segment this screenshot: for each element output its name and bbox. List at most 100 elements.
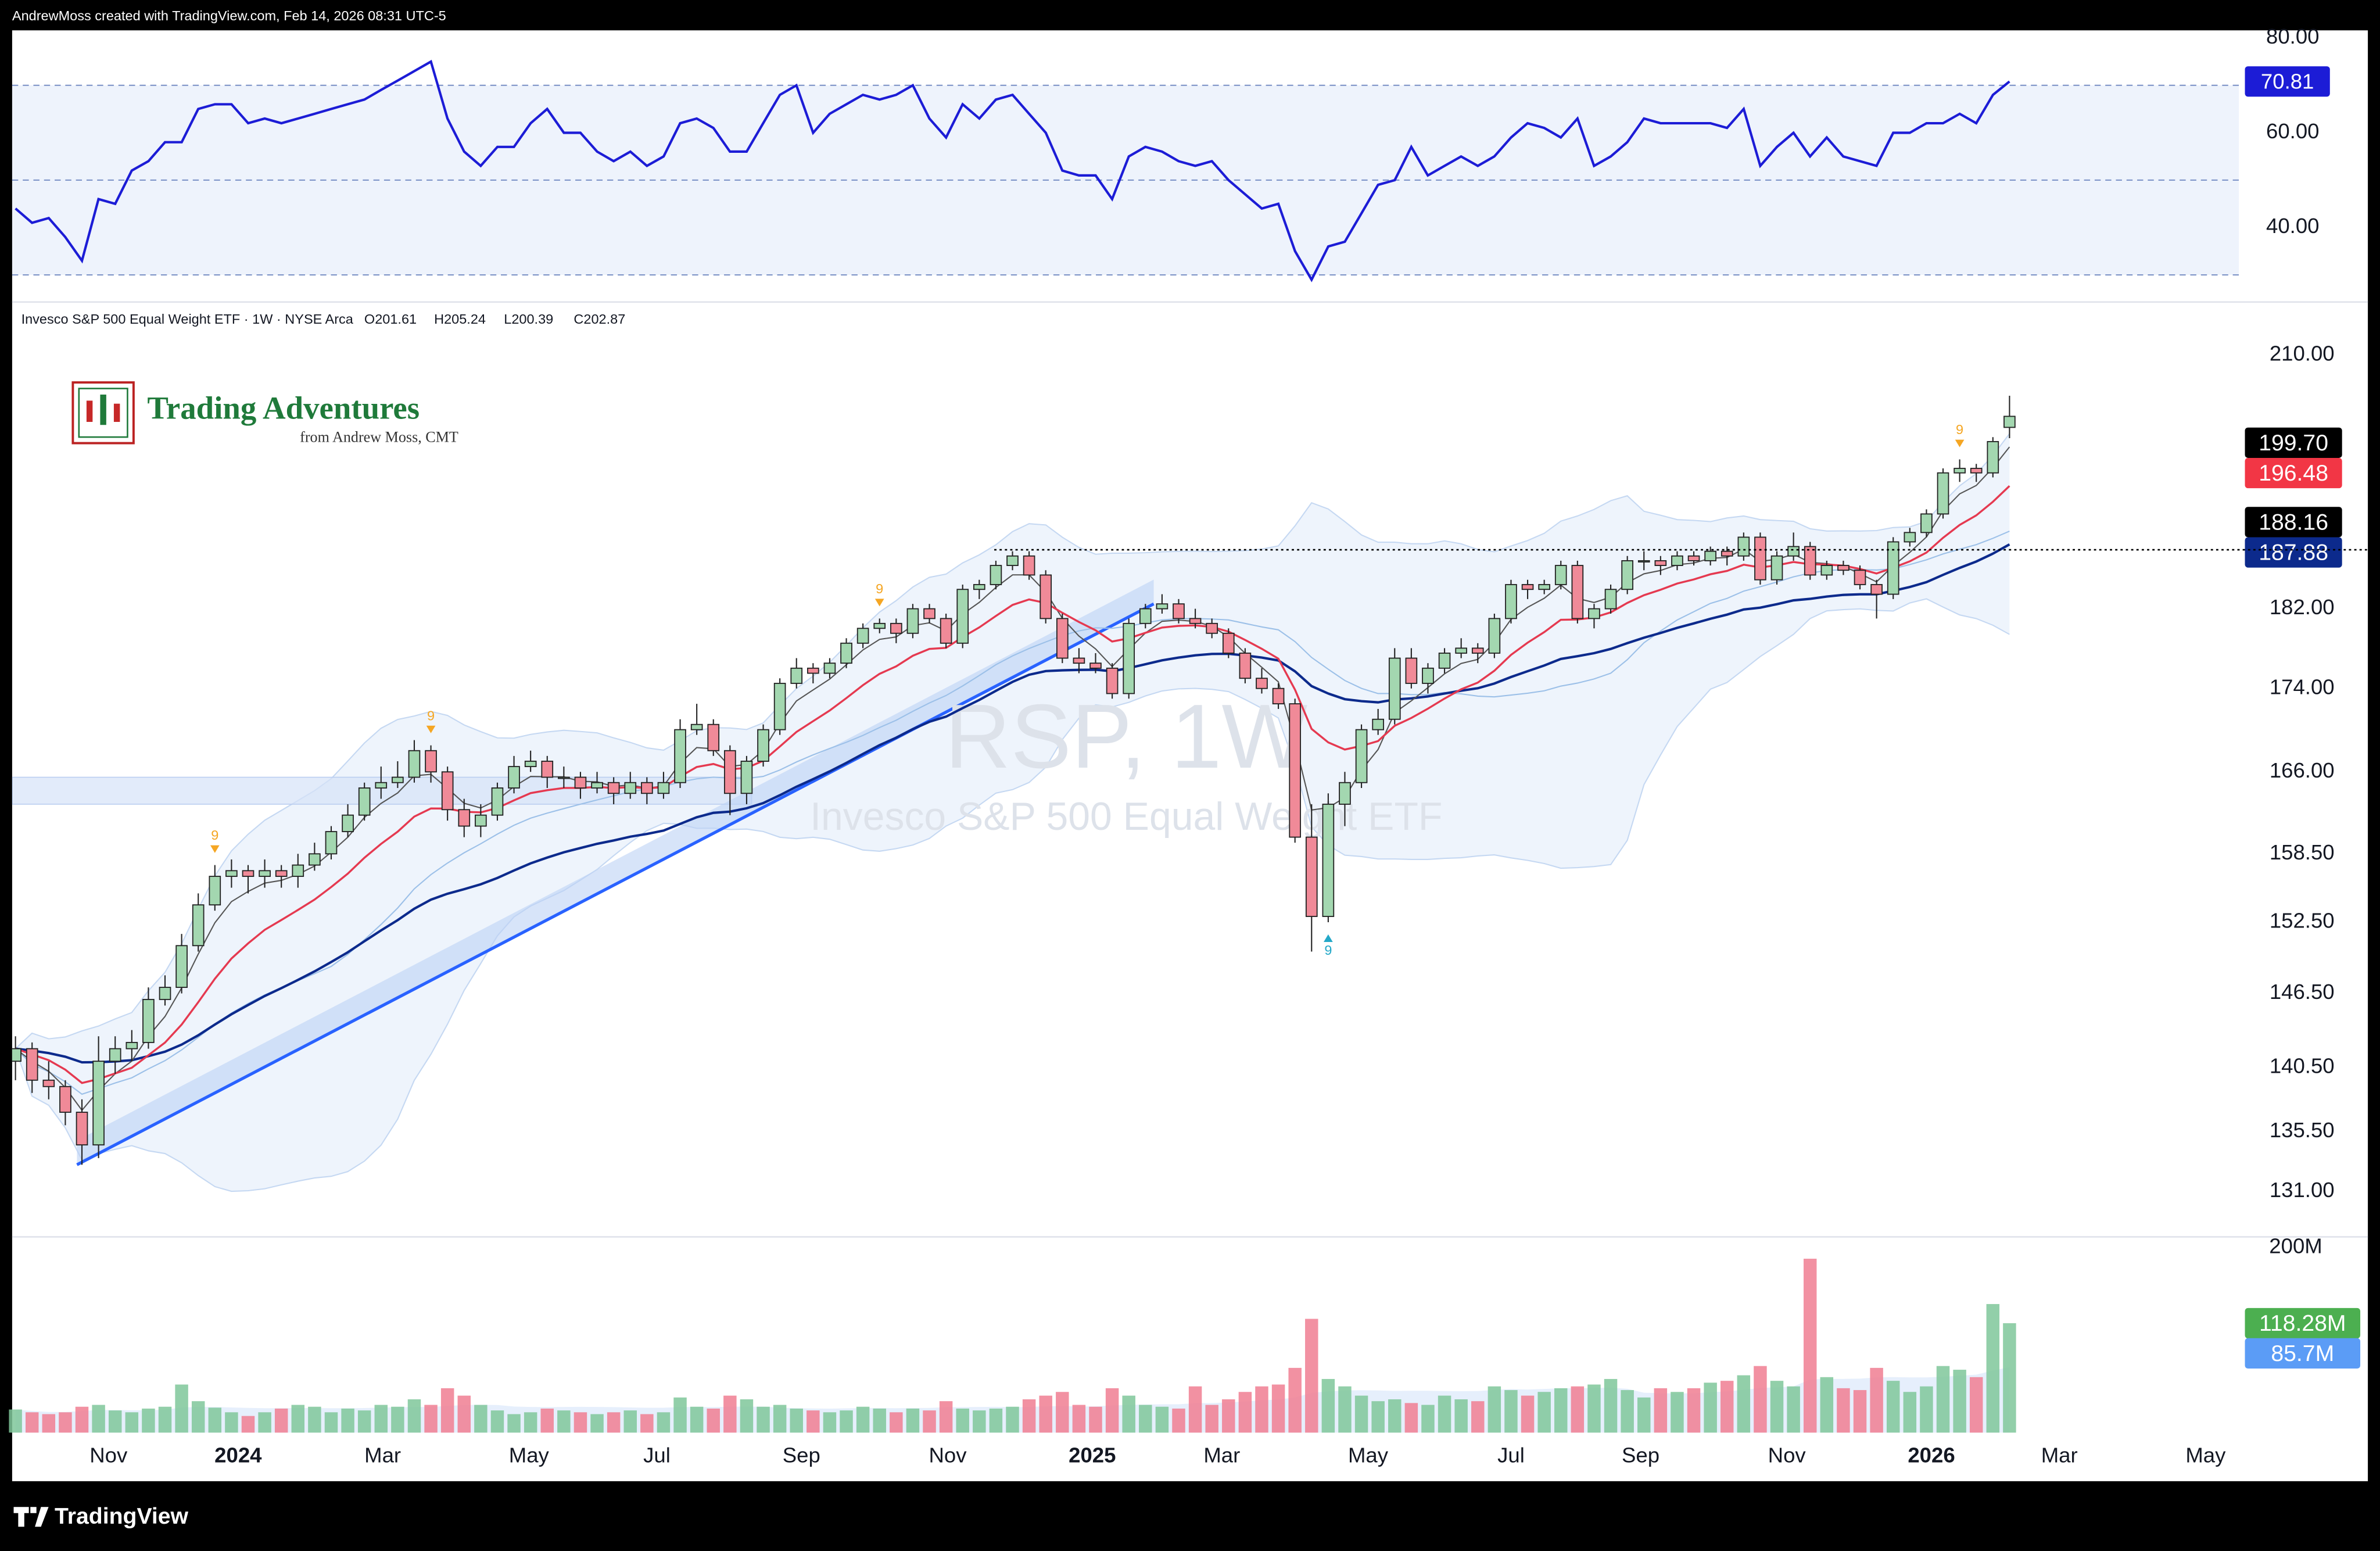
volume-bar — [590, 1414, 604, 1433]
candle-body — [1089, 662, 1102, 669]
volume-label-box — [2245, 1308, 2361, 1339]
volume-bar — [208, 1407, 222, 1433]
volume-bar — [1255, 1386, 1268, 1433]
volume-bar — [158, 1406, 172, 1433]
candle-body — [209, 876, 221, 906]
header: AndrewMoss created with TradingView.com,… — [12, 8, 446, 23]
candle-body — [1239, 653, 1252, 679]
candle-body — [126, 1041, 138, 1049]
ema-mid — [15, 485, 2010, 1084]
td-count: 9 — [427, 708, 435, 723]
candle-body — [1820, 565, 1833, 576]
volume-bar — [1421, 1405, 1435, 1433]
candle-body — [1073, 657, 1085, 664]
td-arrow — [210, 845, 220, 853]
candle-body — [458, 809, 471, 827]
volume-bar — [823, 1412, 837, 1433]
volume-bar — [440, 1388, 454, 1433]
bollinger-basis — [15, 531, 2010, 1095]
volume-bar — [507, 1414, 521, 1433]
candle-body — [375, 782, 388, 789]
volume-bar — [1371, 1401, 1385, 1433]
volume-bar — [574, 1412, 587, 1433]
candle-body — [1156, 603, 1169, 610]
volume-bar — [1936, 1366, 1950, 1433]
bollinger-upper — [15, 433, 2010, 1049]
volume-bar — [324, 1412, 338, 1433]
volume-bar — [1554, 1388, 1568, 1433]
volume-bar — [490, 1410, 504, 1433]
volume-bar — [673, 1397, 687, 1433]
volume-bar — [723, 1395, 737, 1433]
candle-body — [92, 1061, 105, 1146]
volume-bar — [1022, 1399, 1036, 1433]
ema-long — [15, 543, 2010, 1064]
candle-body — [524, 761, 537, 768]
candle-body — [225, 870, 238, 877]
candle-body — [1754, 536, 1766, 581]
candle-body — [1854, 569, 1866, 585]
volume-bar — [1205, 1405, 1218, 1433]
volume-label: 118.28M — [2259, 1311, 2346, 1336]
x-tick-label: Nov — [1768, 1443, 1806, 1467]
volume-bar — [407, 1399, 421, 1433]
volume-bar — [790, 1408, 803, 1433]
candle-body — [1637, 560, 1650, 563]
volume-bar — [374, 1405, 388, 1433]
candle-body — [59, 1086, 71, 1113]
candle-body — [1222, 632, 1235, 654]
candle-body — [773, 683, 786, 730]
volume-bar — [1986, 1304, 2000, 1433]
td-arrow — [426, 725, 436, 733]
volume-bar — [1488, 1386, 1501, 1433]
candle-body — [1206, 622, 1218, 634]
candle-body — [392, 776, 404, 783]
volume-bar — [840, 1410, 853, 1433]
ohlc-value: O201.61 — [364, 311, 417, 327]
volume-bar — [308, 1406, 321, 1433]
volume-bar — [59, 1412, 72, 1433]
candle-body — [408, 750, 421, 778]
rsi-tick-label: 60.00 — [2266, 119, 2319, 143]
candle-body — [1438, 653, 1451, 669]
x-tick-label: 2025 — [1069, 1443, 1116, 1467]
x-tick-label: May — [2185, 1443, 2226, 1467]
volume-bar — [225, 1412, 238, 1433]
volume-bar — [623, 1410, 637, 1433]
candle-body — [1737, 536, 1750, 557]
volume-bar — [1438, 1395, 1451, 1433]
candle-body — [1621, 560, 1633, 590]
candle-body — [192, 904, 205, 947]
candle-body — [1521, 584, 1534, 590]
volume-bar — [1803, 1259, 1817, 1433]
x-tick-label: Sep — [1622, 1443, 1659, 1467]
candle-body — [275, 870, 288, 877]
candle-body — [1023, 555, 1035, 576]
volume-bar — [1687, 1388, 1701, 1433]
candle-body — [1937, 472, 1949, 515]
candle-body — [1687, 555, 1700, 561]
candle-body — [175, 945, 188, 988]
candle-body — [1588, 608, 1600, 619]
volume-bar — [25, 1412, 39, 1433]
candle-body — [1455, 647, 1467, 654]
candle-body — [574, 776, 587, 789]
volume-bar — [1621, 1390, 1634, 1433]
volume-bar — [1754, 1366, 1767, 1433]
x-tick-label: May — [509, 1443, 550, 1467]
support-zone — [12, 776, 752, 805]
candle-body — [757, 729, 769, 762]
candle-body — [1355, 729, 1368, 783]
candle-body — [76, 1112, 88, 1146]
volume-bar — [540, 1408, 554, 1433]
y-tick-label: 152.50 — [2270, 909, 2335, 933]
bollinger-lower — [15, 598, 2010, 1192]
rsi-value-label: 70.81 — [2261, 69, 2314, 93]
candle-body — [607, 782, 620, 794]
volume-bar — [1969, 1377, 1983, 1433]
candle-body — [1305, 836, 1318, 917]
volume-bar — [1920, 1386, 1933, 1433]
y-tick-label: 140.50 — [2270, 1054, 2335, 1078]
candle-body — [1538, 584, 1550, 590]
candle-body — [840, 642, 852, 664]
